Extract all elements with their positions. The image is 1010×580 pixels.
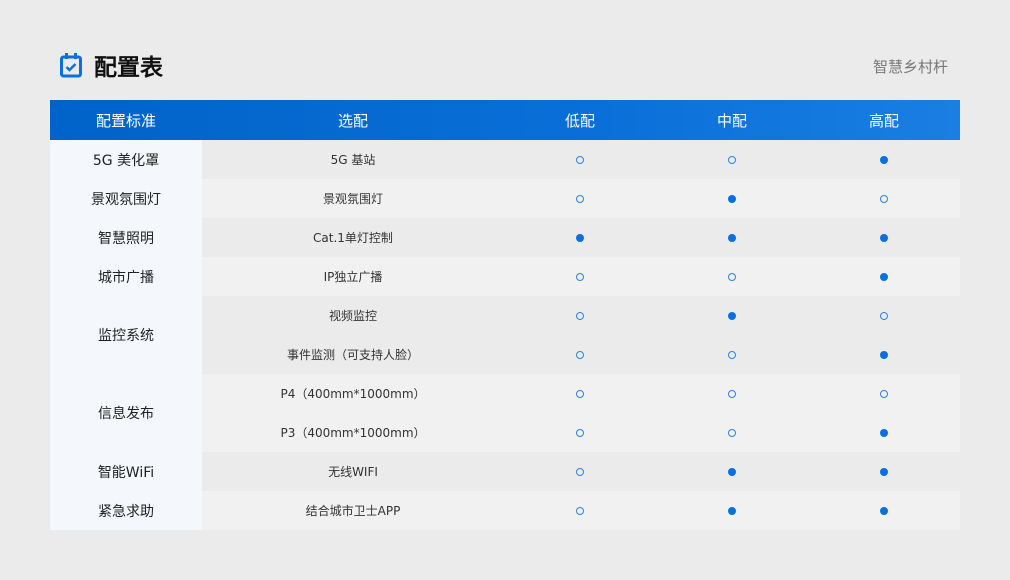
level-cell xyxy=(808,413,960,452)
level-cell xyxy=(656,296,808,335)
empty-dot-icon xyxy=(728,350,736,359)
option-cell: P4（400mm*1000mm） xyxy=(202,374,504,413)
page-header: 配置表 xyxy=(60,48,163,82)
level-cell xyxy=(656,335,808,374)
filled-dot-icon xyxy=(880,233,888,242)
option-cell: 景观氛围灯 xyxy=(202,179,504,218)
option-cell: IP独立广播 xyxy=(202,257,504,296)
level-cell xyxy=(504,140,656,179)
empty-dot-icon xyxy=(576,506,584,515)
table-row: 智能WiFi 无线WIFI xyxy=(50,452,960,491)
empty-dot-icon xyxy=(728,272,736,281)
filled-dot-icon xyxy=(880,272,888,281)
filled-dot-icon xyxy=(880,428,888,437)
filled-dot-icon xyxy=(728,233,736,242)
table-row: 5G 美化罩 5G 基站 xyxy=(50,140,960,179)
level-cell xyxy=(808,491,960,530)
category-cell: 5G 美化罩 xyxy=(50,140,202,179)
table-row: 城市广播 IP独立广播 xyxy=(50,257,960,296)
empty-dot-icon xyxy=(728,155,736,164)
empty-dot-icon xyxy=(576,389,584,398)
table-row: 事件监测（可支持人脸） xyxy=(50,335,960,374)
level-cell xyxy=(656,257,808,296)
filled-dot-icon xyxy=(728,311,736,320)
level-cell xyxy=(808,452,960,491)
level-cell xyxy=(504,374,656,413)
table-row: 智慧照明 Cat.1单灯控制 xyxy=(50,218,960,257)
filled-dot-icon xyxy=(880,155,888,164)
option-cell: Cat.1单灯控制 xyxy=(202,218,504,257)
column-header: 配置标准 xyxy=(95,111,156,130)
filled-dot-icon xyxy=(880,350,888,359)
filled-dot-icon xyxy=(728,467,736,476)
column-header: 选配 xyxy=(337,111,368,130)
level-cell xyxy=(656,374,808,413)
option-cell: 视频监控 xyxy=(202,296,504,335)
empty-dot-icon xyxy=(576,155,584,164)
filled-dot-icon xyxy=(728,194,736,203)
level-cell xyxy=(656,452,808,491)
level-cell xyxy=(656,491,808,530)
filled-dot-icon xyxy=(880,506,888,515)
calendar-check-icon xyxy=(60,53,82,78)
empty-dot-icon xyxy=(880,311,888,320)
empty-dot-icon xyxy=(576,311,584,320)
table-row: 紧急求助 结合城市卫士APP xyxy=(50,491,960,530)
level-cell xyxy=(808,296,960,335)
empty-dot-icon xyxy=(576,467,584,476)
level-cell xyxy=(808,374,960,413)
empty-dot-icon xyxy=(880,194,888,203)
level-cell xyxy=(656,413,808,452)
level-cell xyxy=(504,218,656,257)
filled-dot-icon xyxy=(728,506,736,515)
level-cell xyxy=(504,335,656,374)
filled-dot-icon xyxy=(576,233,584,242)
table-row: P3（400mm*1000mm） xyxy=(50,413,960,452)
category-cell: 智能WiFi xyxy=(50,452,202,491)
empty-dot-icon xyxy=(728,428,736,437)
level-cell xyxy=(504,452,656,491)
category-cell: 智慧照明 xyxy=(50,218,202,257)
level-cell xyxy=(656,140,808,179)
level-cell xyxy=(504,257,656,296)
level-cell xyxy=(504,179,656,218)
column-header: 高配 xyxy=(868,111,899,130)
empty-dot-icon xyxy=(576,350,584,359)
level-cell xyxy=(808,218,960,257)
table-row: 信息发布 P4（400mm*1000mm） xyxy=(50,374,960,452)
empty-dot-icon xyxy=(576,194,584,203)
option-cell: 无线WIFI xyxy=(202,452,504,491)
level-cell xyxy=(808,179,960,218)
category-cell: 监控系统 xyxy=(50,296,202,374)
level-cell xyxy=(808,335,960,374)
empty-dot-icon xyxy=(728,389,736,398)
level-cell xyxy=(504,296,656,335)
category-cell: 信息发布 xyxy=(50,374,202,452)
brand-label: 智慧乡村杆 xyxy=(872,58,948,76)
filled-dot-icon xyxy=(880,467,888,476)
empty-dot-icon xyxy=(576,428,584,437)
table-row: 监控系统 视频监控 xyxy=(50,296,960,374)
table-row: 景观氛围灯 景观氛围灯 xyxy=(50,179,960,218)
level-cell xyxy=(656,179,808,218)
empty-dot-icon xyxy=(576,272,584,281)
category-cell: 景观氛围灯 xyxy=(50,179,202,218)
column-header: 中配 xyxy=(716,111,747,130)
option-cell: 事件监测（可支持人脸） xyxy=(202,335,504,374)
column-header: 低配 xyxy=(564,111,595,130)
empty-dot-icon xyxy=(880,389,888,398)
option-cell: P3（400mm*1000mm） xyxy=(202,413,504,452)
page-title: 配置表 xyxy=(94,55,163,81)
config-table: 配置标准 选配 低配 中配 高配 5G 美化罩 5G 基站 景观氛围灯 景观氛围灯 智慧… xyxy=(50,100,960,530)
category-cell: 城市广播 xyxy=(50,257,202,296)
category-cell: 紧急求助 xyxy=(50,491,202,530)
option-cell: 5G 基站 xyxy=(202,140,504,179)
level-cell xyxy=(504,491,656,530)
level-cell xyxy=(504,413,656,452)
level-cell xyxy=(808,257,960,296)
option-cell: 结合城市卫士APP xyxy=(202,491,504,530)
table-header: 配置标准 选配 低配 中配 高配 xyxy=(50,100,960,140)
level-cell xyxy=(656,218,808,257)
level-cell xyxy=(808,140,960,179)
